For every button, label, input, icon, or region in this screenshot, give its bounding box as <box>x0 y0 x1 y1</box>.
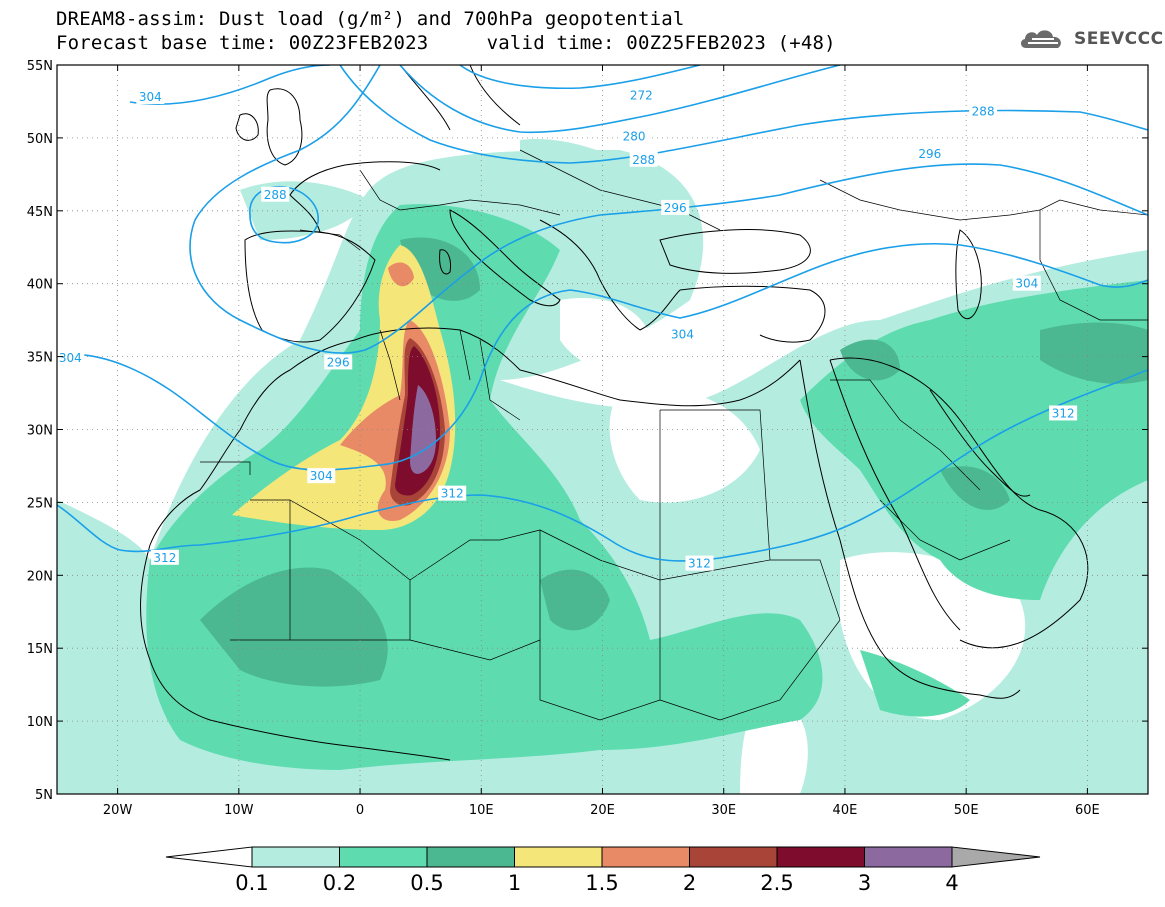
map-layers: 304 272 280 288 288 288 296 296 296 304 304 304 304 3… <box>57 65 1148 794</box>
country-borders <box>200 149 1148 721</box>
lat-tick-label: 10N <box>27 715 53 730</box>
lat-tick-label: 35N <box>27 351 53 366</box>
contour-label-bg <box>969 103 998 119</box>
colorbar-swatch <box>601 846 690 868</box>
lat-tick-label: 5N <box>35 788 53 803</box>
lat-lon-grid <box>57 65 1148 794</box>
lon-tick-label: 20W <box>103 803 133 818</box>
geopotential-contours <box>57 65 1148 562</box>
map-title-line-2: Forecast base time: 00Z23FEB2023 valid t… <box>56 32 836 54</box>
dust-fill-0.5 <box>200 237 1148 687</box>
contour-label-bg <box>661 199 690 215</box>
contour-label-bg <box>150 549 179 565</box>
map-axes: 20W 10W 0 10E 20E 30E 40E 50E 60E 55N 50N 45N 40N 35N… <box>27 59 1148 818</box>
geopotential-labels: 304 272 280 288 288 288 296 296 296 304 304 304 304 3… <box>57 87 1078 571</box>
contour-label-bg <box>261 186 290 202</box>
logo-text: SEEVCCC <box>1074 29 1164 49</box>
lat-tick-label: 20N <box>27 569 53 584</box>
contour-label: 304 <box>59 351 82 365</box>
lon-tick-label: 50E <box>954 803 979 818</box>
contour-label-bg <box>307 468 336 484</box>
lat-tick-label: 40N <box>27 278 53 293</box>
colorbar-label: 1 <box>508 871 521 895</box>
contour-label: 312 <box>1052 406 1075 420</box>
colorbar-label: 0.1 <box>235 871 268 895</box>
contour-label: 296 <box>664 201 687 215</box>
contour-label: 304 <box>310 469 333 483</box>
contour-label-bg <box>1012 275 1041 291</box>
colorbar-swatch <box>864 846 953 868</box>
colorbar-swatch <box>514 846 603 868</box>
contour-label-bg <box>324 354 353 370</box>
lat-tick-label: 55N <box>27 59 53 74</box>
dust-load-colorbar: 0.1 0.2 0.5 1 1.5 2 2.5 3 4 <box>165 846 1041 895</box>
colorbar-label: 0.5 <box>410 871 443 895</box>
colorbar-swatch <box>689 846 778 868</box>
contour-label: 304 <box>139 90 162 104</box>
colorbar-overflow-arrow <box>951 846 1041 868</box>
colorbar-label: 4 <box>945 871 958 895</box>
colorbar-label: 2 <box>683 871 696 895</box>
contour-label: 312 <box>441 487 464 501</box>
contour-label: 272 <box>630 89 653 103</box>
contour-label-bg <box>685 555 714 571</box>
colorbar-label: 1.5 <box>585 871 618 895</box>
lon-tick-label: 20E <box>590 803 615 818</box>
map-title-line-1: DREAM8-assim: Dust load (g/m²) and 700hP… <box>56 8 685 30</box>
colorbar-swatch <box>339 846 428 868</box>
contour-label: 280 <box>623 129 646 143</box>
contour-label: 288 <box>632 153 655 167</box>
contour-label-bg <box>668 326 697 342</box>
contour-label-bg <box>1049 405 1078 421</box>
contour-label: 312 <box>153 551 176 565</box>
colorbar-underflow-arrow <box>165 846 253 868</box>
lon-tick-label: 10W <box>224 803 254 818</box>
colorbar-label: 2.5 <box>760 871 793 895</box>
colorbar-swatch <box>251 846 340 868</box>
contour-label: 304 <box>671 328 694 342</box>
contour-label: 288 <box>972 105 995 119</box>
colorbar-swatch <box>776 846 865 868</box>
contour-label-bg <box>57 350 85 366</box>
colorbar-swatch <box>426 846 515 868</box>
contour-label: 304 <box>1015 277 1038 291</box>
dust-clear-areas <box>560 298 1026 794</box>
lon-tick-label: 40E <box>833 803 858 818</box>
contour-label: 288 <box>264 188 287 202</box>
lon-tick-label: 30E <box>711 803 736 818</box>
lon-tick-label: 10E <box>469 803 494 818</box>
lat-tick-label: 45N <box>27 205 53 220</box>
lon-tick-label: 0 <box>356 803 364 818</box>
contour-label-bg <box>915 145 944 161</box>
contour-label-bg <box>136 89 165 105</box>
contour-label-bg <box>620 128 649 144</box>
lat-tick-label: 25N <box>27 496 53 511</box>
contour-label: 312 <box>688 557 711 571</box>
lat-tick-label: 30N <box>27 424 53 439</box>
contour-label-bg <box>627 87 656 103</box>
lat-tick-label: 50N <box>27 132 53 147</box>
cloud-icon <box>1020 30 1061 48</box>
lat-tick-label: 15N <box>27 642 53 657</box>
seevccc-logo: SEEVCCC <box>1018 26 1164 52</box>
colorbar-label: 3 <box>858 871 871 895</box>
colorbar-label: 0.2 <box>323 871 356 895</box>
lon-tick-label: 60E <box>1075 803 1100 818</box>
contour-label-bg <box>438 485 467 501</box>
contour-label-bg <box>629 151 658 167</box>
contour-label: 296 <box>918 147 941 161</box>
contour-label: 296 <box>327 355 350 369</box>
